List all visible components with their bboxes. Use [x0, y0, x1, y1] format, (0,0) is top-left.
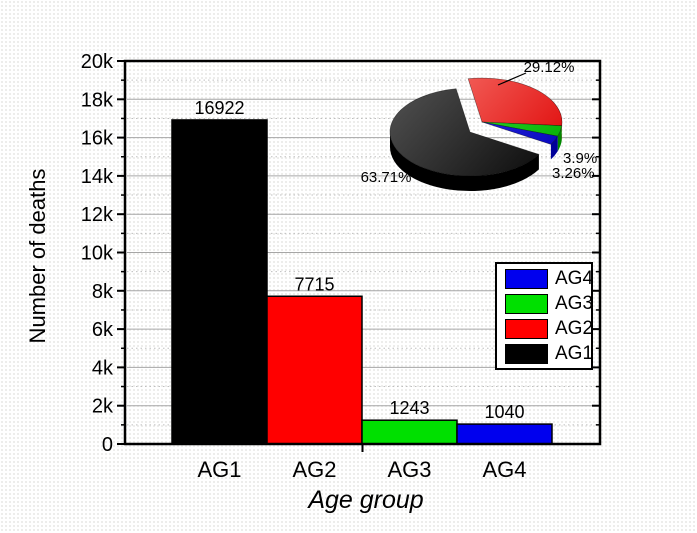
legend-swatch [505, 268, 548, 289]
pie-slice-ag1 [389, 88, 540, 177]
legend-swatch [505, 343, 548, 364]
legend-item-label: AG2 [555, 318, 594, 339]
pie-percent-label: 63.71% [361, 169, 412, 186]
pie-wall-ag1 [389, 132, 539, 192]
y-tick-label: 8k [92, 281, 114, 303]
pie-wall-ag3 [557, 125, 562, 152]
y-tick-label: 4k [92, 357, 114, 379]
pie-leader-line [497, 72, 527, 86]
x-category-label: AG3 [387, 457, 431, 482]
legend: AG4 AG3 AG2 AG1 [495, 262, 593, 370]
bar-value-label: 1243 [389, 398, 429, 418]
y-tick-label: 12k [81, 204, 114, 226]
pie-percent-label: 29.12% [524, 59, 575, 76]
y-tick-label: 6k [92, 319, 114, 341]
legend-item-ag4: AG4 [497, 267, 594, 291]
y-tick-label: 14k [81, 166, 114, 188]
pie-wall-ag4 [550, 136, 558, 160]
bar-value-label: 16922 [194, 98, 244, 118]
y-tick-label: 16k [81, 128, 114, 150]
x-axis-title: Age group [308, 486, 424, 514]
legend-item-ag3: AG3 [497, 292, 594, 316]
x-category-label: AG4 [482, 457, 526, 482]
bar-value-label: 1040 [484, 402, 524, 422]
legend-item-ag1: AG1 [497, 342, 594, 366]
legend-item-label: AG1 [555, 343, 594, 364]
bar-ag2 [266, 295, 363, 445]
x-category-label: AG1 [197, 457, 241, 482]
pie-slice-ag2 [467, 77, 563, 127]
y-tick-label: 0 [102, 434, 113, 456]
y-tick-label: 20k [81, 51, 114, 73]
bar-value-label: 7715 [294, 274, 334, 294]
pie-percent-label: 3.26% [552, 165, 595, 182]
y-axis-title: Number of deaths [25, 168, 50, 344]
plot-frame [123, 59, 602, 446]
legend-swatch [505, 293, 548, 314]
bar-ag4 [456, 423, 553, 445]
pie-percent-label: 3.9% [563, 150, 597, 167]
y-tick-label: 10k [81, 243, 114, 265]
legend-item-label: AG3 [555, 293, 594, 314]
pie-slice-ag4 [481, 121, 559, 145]
y-tick-label: 2k [92, 396, 114, 418]
bar-ag1 [171, 119, 268, 445]
legend-item-label: AG4 [555, 268, 594, 289]
y-tick-label: 18k [81, 89, 114, 111]
bar-ag3 [361, 419, 458, 445]
legend-swatch [505, 318, 548, 339]
legend-item-ag2: AG2 [497, 317, 594, 341]
x-category-label: AG2 [292, 457, 336, 482]
